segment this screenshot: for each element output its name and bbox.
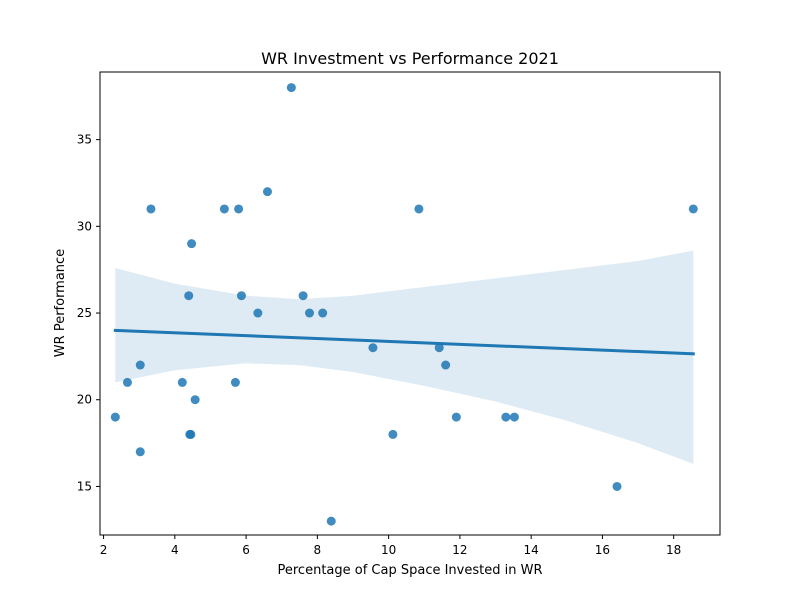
- x-tick-label: 4: [171, 543, 179, 557]
- regression-line-layer: [113, 328, 695, 356]
- data-point: [135, 360, 145, 370]
- x-axis-label: Percentage of Cap Space Invested in WR: [278, 563, 543, 578]
- y-tick-label: 15: [77, 479, 92, 493]
- data-point: [318, 308, 328, 318]
- data-point: [230, 377, 240, 387]
- x-tick-label: 10: [381, 543, 396, 557]
- y-tick-label: 35: [77, 133, 92, 147]
- data-point: [234, 204, 244, 214]
- y-tick-label: 20: [77, 393, 92, 407]
- data-point: [177, 377, 187, 387]
- x-tick-label: 12: [452, 543, 467, 557]
- data-point: [146, 204, 156, 214]
- data-point: [122, 377, 132, 387]
- x-tick-label: 18: [666, 543, 681, 557]
- data-point: [434, 343, 444, 353]
- data-point: [236, 291, 246, 301]
- data-point: [298, 291, 308, 301]
- regression-line: [113, 328, 695, 356]
- x-tick-label: 8: [314, 543, 322, 557]
- data-point: [388, 429, 398, 439]
- x-tick-label: 14: [524, 543, 539, 557]
- confidence-band: [115, 250, 694, 464]
- y-axis-ticks: 15 20 25 30 35: [77, 133, 100, 493]
- data-point: [262, 187, 272, 197]
- data-point: [612, 481, 622, 491]
- data-point: [219, 204, 229, 214]
- x-axis-ticks: 2 4 6 8 10 12 14 16 18: [100, 535, 681, 557]
- confidence-band-layer: [115, 250, 694, 464]
- y-tick-label: 25: [77, 306, 92, 320]
- data-point: [441, 360, 451, 370]
- data-point: [509, 412, 519, 422]
- data-point: [110, 412, 120, 422]
- data-point: [135, 447, 145, 457]
- chart-title: WR Investment vs Performance 2021: [261, 49, 559, 68]
- y-tick-label: 30: [77, 219, 92, 233]
- data-point: [286, 83, 296, 93]
- data-point: [368, 343, 378, 353]
- x-tick-label: 2: [100, 543, 108, 557]
- y-axis-label: WR Performance: [53, 249, 68, 357]
- plot-area-frame: [99, 71, 721, 536]
- x-tick-label: 16: [595, 543, 610, 557]
- data-point: [305, 308, 315, 318]
- data-point: [451, 412, 461, 422]
- data-point: [190, 395, 200, 405]
- data-point: [253, 308, 263, 318]
- data-points-layer: [110, 83, 698, 526]
- data-point: [187, 239, 197, 249]
- data-point: [184, 291, 194, 301]
- data-point: [688, 204, 698, 214]
- data-point: [414, 204, 424, 214]
- x-tick-label: 6: [242, 543, 250, 557]
- data-point: [326, 516, 336, 526]
- data-point: [501, 412, 511, 422]
- data-point: [186, 429, 196, 439]
